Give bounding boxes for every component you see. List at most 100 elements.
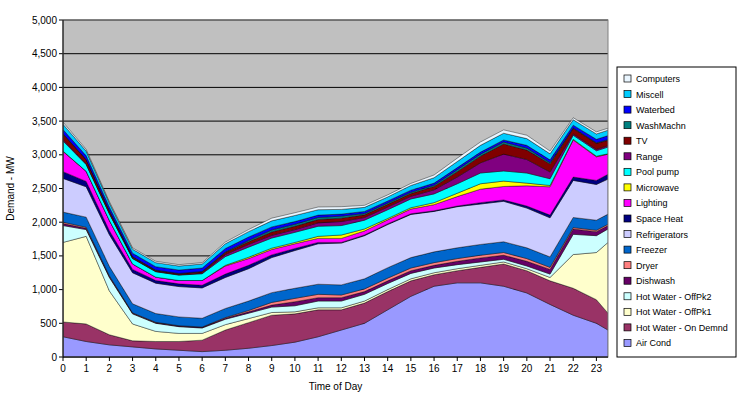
x-tick <box>503 357 504 361</box>
x-tick <box>225 357 226 361</box>
y-tick-label: 4,500 <box>32 48 57 59</box>
grid-line <box>63 87 608 88</box>
legend-swatch <box>624 106 631 113</box>
y-tick-label: 0 <box>51 352 57 363</box>
x-tick-label: 16 <box>429 363 441 374</box>
y-tick-label: 5,000 <box>32 15 57 26</box>
y-tick <box>59 121 63 122</box>
y-tick-label: 1,500 <box>32 250 57 261</box>
x-tick <box>63 357 64 361</box>
x-tick-label: 14 <box>382 363 394 374</box>
x-tick <box>271 357 272 361</box>
legend-label: Air Cond <box>636 338 671 348</box>
x-tick <box>550 357 551 361</box>
legend-label: Pool pump <box>636 167 679 177</box>
x-tick <box>410 357 411 361</box>
x-tick-label: 20 <box>521 363 533 374</box>
legend-label: Miscell <box>636 90 664 100</box>
x-axis-title: Time of Day <box>309 381 363 392</box>
legend-label: Hot Water - OffPk2 <box>636 292 712 302</box>
x-tick-label: 6 <box>199 363 205 374</box>
area <box>63 125 608 273</box>
x-tick-label: 7 <box>223 363 229 374</box>
x-tick <box>132 357 133 361</box>
legend-swatch <box>624 75 631 82</box>
legend-label: Space Heat <box>636 214 684 224</box>
x-tick-label: 8 <box>246 363 252 374</box>
x-tick-label: 4 <box>153 363 159 374</box>
areas <box>63 118 608 357</box>
legend: ComputersMiscellWaterbedWashMachnTVRange… <box>617 67 736 357</box>
x-tick <box>364 357 365 361</box>
x-tick <box>387 357 388 361</box>
legend-swatch <box>624 246 631 253</box>
x-tick-label: 2 <box>107 363 113 374</box>
y-axis <box>63 20 64 357</box>
y-tick <box>59 222 63 223</box>
x-tick <box>109 357 110 361</box>
legend-swatch <box>624 122 631 129</box>
plot-frame <box>63 20 608 357</box>
x-tick-label: 19 <box>498 363 510 374</box>
y-tick <box>59 357 63 358</box>
x-tick <box>573 357 574 361</box>
legend-label: Hot Water - OffPk1 <box>636 307 712 317</box>
x-tick <box>202 357 203 361</box>
x-tick <box>294 357 295 361</box>
y-tick <box>59 188 63 189</box>
x-tick-label: 18 <box>475 363 487 374</box>
legend-label: WashMachn <box>636 121 686 131</box>
y-axis-title: Demand - MW <box>5 156 16 221</box>
x-tick-label: 17 <box>452 363 464 374</box>
y-tick <box>59 20 63 21</box>
legend-label: Refrigerators <box>636 230 689 240</box>
legend-label: Waterbed <box>636 105 675 115</box>
x-tick <box>318 357 319 361</box>
x-tick-label: 5 <box>176 363 182 374</box>
legend-swatch <box>624 168 631 175</box>
x-tick-label: 3 <box>130 363 136 374</box>
legend-swatch <box>624 277 631 284</box>
legend-label: Range <box>636 152 663 162</box>
x-tick <box>341 357 342 361</box>
plot-area <box>63 20 608 357</box>
x-tick <box>480 357 481 361</box>
y-tick <box>59 87 63 88</box>
grid-line <box>63 53 608 54</box>
y-tick <box>59 289 63 290</box>
legend-label: TV <box>636 136 648 146</box>
x-tick <box>457 357 458 361</box>
legend-swatch <box>624 199 631 206</box>
legend-label: Microwave <box>636 183 679 193</box>
x-tick <box>434 357 435 361</box>
x-tick-label: 13 <box>359 363 371 374</box>
x-tick-label: 11 <box>313 363 324 374</box>
background <box>0 0 739 398</box>
x-tick-label: 23 <box>591 363 603 374</box>
x-tick <box>178 357 179 361</box>
legend-label: Dishwash <box>636 276 675 286</box>
legend-label: Dryer <box>636 261 658 271</box>
x-tick <box>155 357 156 361</box>
legend-swatch <box>624 308 631 315</box>
x-tick-label: 0 <box>60 363 66 374</box>
y-tick-label: 4,000 <box>32 82 57 93</box>
y-tick <box>59 154 63 155</box>
x-tick-label: 12 <box>336 363 348 374</box>
grid-line <box>63 357 608 358</box>
y-tick-label: 3,000 <box>32 149 57 160</box>
x-tick <box>596 357 597 361</box>
x-tick-label: 22 <box>568 363 580 374</box>
legend-swatch <box>624 339 631 346</box>
area <box>63 118 608 266</box>
legend-swatch <box>624 262 631 269</box>
y-tick <box>59 323 63 324</box>
x-tick-label: 21 <box>544 363 556 374</box>
y-tick-label: 2,500 <box>32 183 57 194</box>
x-tick-label: 1 <box>83 363 89 374</box>
y-tick-label: 1,000 <box>32 284 57 295</box>
x-tick-label: 15 <box>405 363 417 374</box>
legend-swatch <box>624 184 631 191</box>
area <box>63 120 608 270</box>
x-tick-label: 9 <box>269 363 275 374</box>
